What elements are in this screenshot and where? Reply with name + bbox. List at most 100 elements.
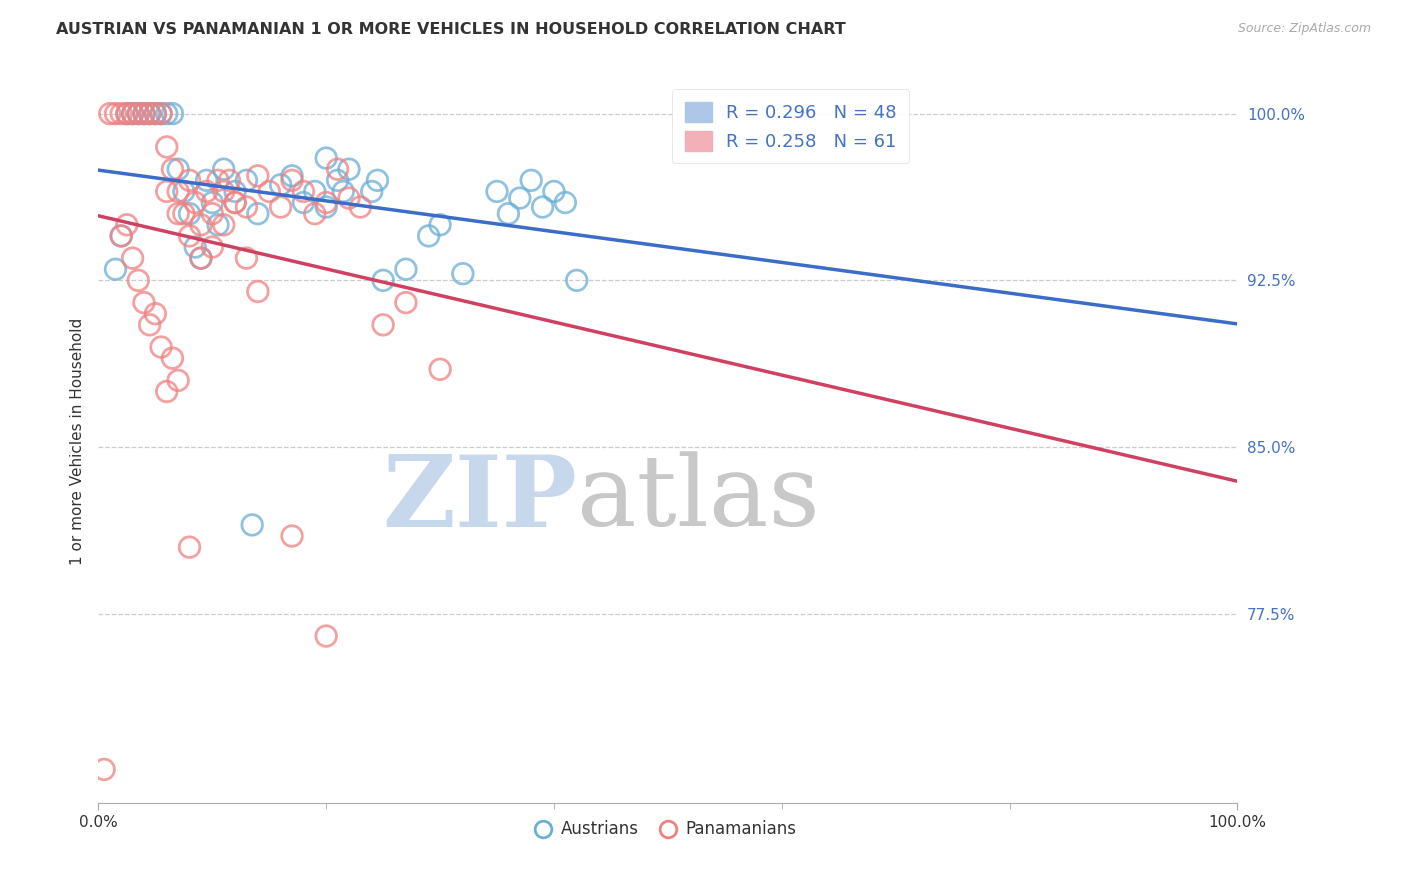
Point (304, 185, 326, 199)
Point (167, 185, 190, 199)
Point (138, 106, 160, 120)
Point (270, 200, 292, 214)
Point (270, 178, 292, 192)
Point (332, 185, 354, 199)
Point (145, 106, 167, 120)
Point (315, 195, 337, 210)
Point (281, 529, 304, 543)
Point (224, 185, 246, 199)
Point (127, 106, 149, 120)
Point (395, 295, 418, 310)
Point (429, 218, 451, 232)
Point (98, 106, 121, 120)
Point (337, 162, 360, 177)
Point (179, 228, 201, 243)
Point (315, 629, 337, 643)
Point (224, 195, 246, 210)
Point (349, 200, 371, 214)
Point (173, 185, 195, 199)
Y-axis label: 1 or more Vehicles in Household: 1 or more Vehicles in Household (69, 318, 84, 566)
Point (207, 173, 229, 187)
Point (246, 169, 269, 183)
Point (315, 151, 337, 165)
Point (201, 240, 224, 254)
Point (201, 195, 224, 210)
Point (162, 162, 184, 177)
Point (121, 106, 143, 120)
Point (121, 106, 143, 120)
Point (281, 169, 304, 183)
Point (498, 207, 520, 221)
Point (366, 173, 388, 187)
Point (138, 318, 160, 332)
Point (292, 195, 315, 210)
Text: atlas: atlas (576, 451, 820, 547)
Point (184, 240, 207, 254)
Point (543, 185, 565, 199)
Point (132, 295, 155, 310)
Point (179, 540, 201, 554)
Point (304, 207, 326, 221)
Point (531, 200, 554, 214)
Text: AUSTRIAN VS PANAMANIAN 1 OR MORE VEHICLES IN HOUSEHOLD CORRELATION CHART: AUSTRIAN VS PANAMANIAN 1 OR MORE VEHICLE… (56, 22, 846, 37)
Point (246, 207, 269, 221)
Point (520, 173, 543, 187)
Point (326, 173, 349, 187)
Point (190, 218, 212, 232)
Point (201, 207, 224, 221)
Point (292, 185, 315, 199)
Point (371, 318, 394, 332)
Point (235, 173, 257, 187)
Point (145, 106, 167, 120)
Point (150, 106, 173, 120)
Point (395, 262, 418, 277)
Point (179, 173, 201, 187)
Point (132, 106, 155, 120)
Point (173, 207, 195, 221)
Point (235, 200, 257, 214)
Point (132, 106, 155, 120)
Point (167, 162, 190, 177)
Point (162, 106, 184, 120)
Point (104, 262, 127, 277)
Point (190, 251, 212, 265)
Point (121, 251, 143, 265)
Point (110, 228, 132, 243)
Point (162, 351, 184, 366)
Point (486, 185, 509, 199)
Point (451, 267, 474, 281)
Point (418, 228, 440, 243)
Point (184, 195, 207, 210)
Point (554, 195, 576, 210)
Point (212, 162, 235, 177)
Point (235, 251, 257, 265)
Point (138, 106, 160, 120)
Point (115, 106, 138, 120)
Point (326, 162, 349, 177)
Point (167, 373, 190, 387)
Point (315, 200, 337, 214)
Point (212, 185, 235, 199)
Point (212, 218, 235, 232)
Point (240, 517, 263, 532)
Point (127, 106, 149, 120)
Point (337, 191, 360, 205)
Point (93, 763, 115, 777)
Point (195, 185, 218, 199)
Point (104, 106, 127, 120)
Point (150, 340, 173, 354)
Point (167, 207, 190, 221)
Point (179, 207, 201, 221)
Point (110, 228, 132, 243)
Point (150, 106, 173, 120)
Point (115, 106, 138, 120)
Point (190, 251, 212, 265)
Point (360, 185, 382, 199)
Point (145, 307, 167, 321)
Point (110, 106, 132, 120)
Point (218, 173, 240, 187)
Point (115, 218, 138, 232)
Point (281, 173, 304, 187)
Point (565, 273, 588, 287)
Point (195, 173, 218, 187)
